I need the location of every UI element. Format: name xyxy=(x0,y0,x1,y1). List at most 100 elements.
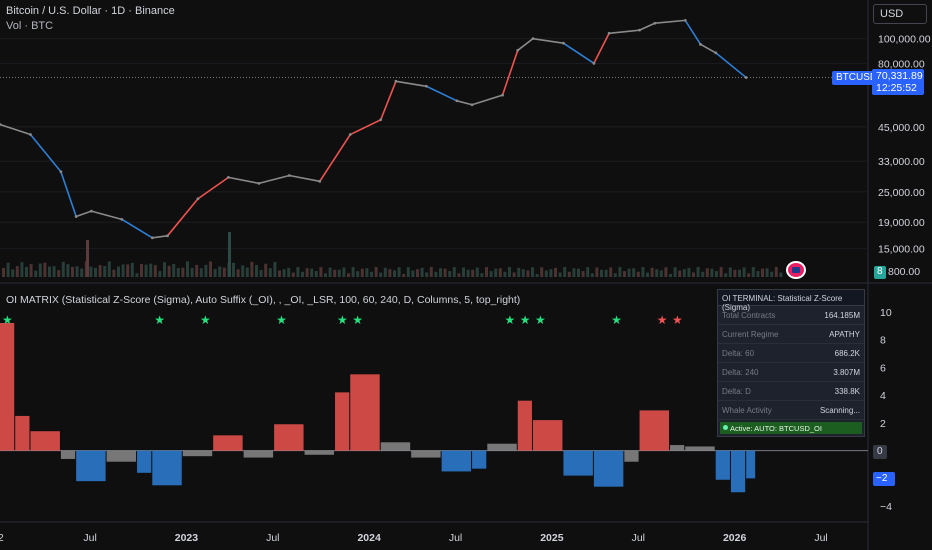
oscillator-bar xyxy=(624,450,639,462)
flag-badge-icon[interactable] xyxy=(786,261,806,279)
volume-bar xyxy=(462,267,465,277)
price-point xyxy=(653,21,657,25)
oscillator-bar xyxy=(685,446,715,451)
terminal-row: Whale Activity Scanning... xyxy=(718,401,864,420)
volume-bar xyxy=(761,268,764,277)
oscillator-bar xyxy=(15,415,30,451)
volume-bar xyxy=(112,269,116,277)
price-tick-label: 45,000.00 xyxy=(878,122,925,134)
volume-bar xyxy=(38,263,42,277)
price-segment xyxy=(121,218,153,239)
volume-bar xyxy=(107,261,111,277)
price-segment xyxy=(517,38,534,51)
volume-bar xyxy=(531,267,534,277)
terminal-row: Delta: D 338.8K xyxy=(718,382,864,401)
terminal-row: Delta: 60 686.2K xyxy=(718,344,864,363)
volume-bar xyxy=(425,272,429,277)
price-segment xyxy=(91,210,123,221)
volume-bar xyxy=(503,271,507,277)
indicator-title: OI MATRIX (Statistical Z-Score (Sigma), … xyxy=(6,294,521,306)
volume-bar xyxy=(609,267,613,277)
volume-bar xyxy=(719,267,723,277)
volume-bar xyxy=(273,261,277,277)
terminal-footer: Active: AUTO: BTCUSD_OI xyxy=(720,422,862,434)
oscillator-bar xyxy=(60,450,76,459)
volume-bar xyxy=(452,267,456,277)
terminal-value: 338.8K xyxy=(834,387,860,396)
oscillator-bar xyxy=(380,442,411,451)
terminal-row: Total Contracts 164.185M xyxy=(718,306,864,325)
terminal-label: Whale Activity xyxy=(722,406,772,415)
volume-bar xyxy=(641,267,645,277)
volume-bar xyxy=(770,271,774,277)
volume-bar xyxy=(181,267,185,277)
price-point xyxy=(29,133,32,136)
price-segment xyxy=(166,198,199,237)
volume-bar xyxy=(669,273,672,277)
volume-bar xyxy=(241,265,245,277)
price-point xyxy=(455,99,459,103)
volume-bar xyxy=(71,266,74,277)
volume-bar xyxy=(144,264,148,277)
price-tick-label: 100,000.00 xyxy=(878,34,931,46)
volume-bar xyxy=(172,263,176,277)
price-segment xyxy=(593,32,610,64)
volume-bar xyxy=(402,273,406,277)
oscillator-tick-label: 10 xyxy=(880,307,892,319)
volume-bar xyxy=(296,267,300,277)
price-point xyxy=(89,209,93,213)
volume-bar xyxy=(544,270,548,277)
volume-bar xyxy=(374,267,378,277)
price-segment xyxy=(532,37,564,44)
terminal-label: Delta: 60 xyxy=(722,349,755,358)
volume-label: Vol · BTC xyxy=(6,20,54,32)
price-tick-label: 25,000.00 xyxy=(878,187,925,199)
volume-bar xyxy=(383,267,387,277)
oi-terminal-panel: OI TERMINAL: Statistical Z-Score (Sigma)… xyxy=(717,289,865,437)
oscillator-bar xyxy=(0,322,15,451)
volume-bar xyxy=(517,267,521,277)
price-segment xyxy=(609,29,640,35)
volume-bar xyxy=(738,269,741,277)
signal-star-icon: ★ xyxy=(535,313,546,327)
terminal-value: 3.807M xyxy=(833,368,860,377)
price-point xyxy=(120,217,124,221)
volume-bar xyxy=(678,270,682,277)
price-segment xyxy=(197,176,229,200)
oscillator-bar xyxy=(487,443,517,451)
currency-button[interactable]: USD xyxy=(873,4,927,24)
volume-bar xyxy=(379,272,383,277)
volume-bar xyxy=(705,268,709,277)
oscillator-bar xyxy=(746,450,756,479)
volume-bar xyxy=(526,270,530,277)
volume-bar xyxy=(370,271,373,277)
volume-bar xyxy=(135,273,139,277)
price-point xyxy=(59,170,63,174)
terminal-label: Delta: 240 xyxy=(722,368,759,377)
volume-bar xyxy=(710,268,714,277)
volume-bar xyxy=(209,261,212,277)
price-point xyxy=(394,79,398,83)
price-segment xyxy=(75,210,92,218)
oscillator-bar xyxy=(182,450,213,457)
volume-bar xyxy=(43,262,47,277)
price-segment xyxy=(715,52,747,79)
terminal-label: Delta: D xyxy=(722,387,751,396)
oscillator-bar xyxy=(593,450,624,487)
oscillator-bar xyxy=(274,424,304,451)
signal-star-icon: ★ xyxy=(505,313,516,327)
signal-star-icon: ★ xyxy=(520,313,531,327)
volume-bar xyxy=(314,271,318,277)
oscillator-tick-label: 8 xyxy=(880,335,886,347)
volume-bar xyxy=(236,269,240,277)
volume-bar xyxy=(724,273,728,277)
volume-bar xyxy=(554,267,557,277)
oscillator-bar xyxy=(563,450,593,476)
terminal-row: Delta: 240 3.807M xyxy=(718,363,864,382)
volume-bar xyxy=(365,268,369,277)
volume-bar xyxy=(250,261,254,277)
oscillator-bar xyxy=(715,450,730,480)
volume-bar xyxy=(287,267,291,277)
volume-bar xyxy=(89,266,93,277)
